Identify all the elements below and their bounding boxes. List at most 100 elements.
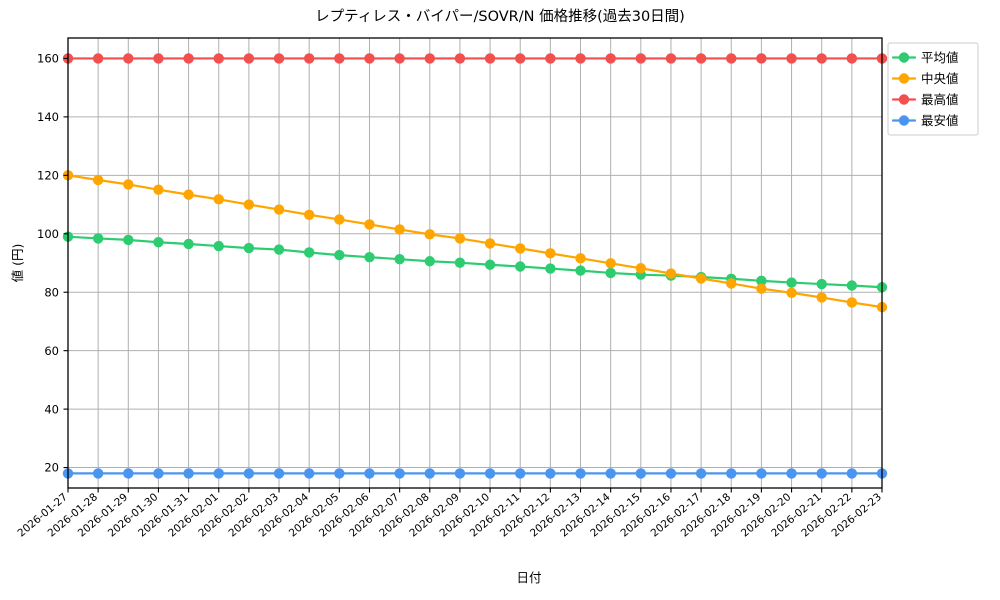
data-point	[123, 468, 134, 479]
data-point	[756, 275, 767, 287]
data-point	[786, 287, 797, 299]
data-point	[454, 53, 466, 64]
x-axis-label: 日付	[516, 570, 541, 585]
data-point	[92, 53, 104, 64]
data-point	[303, 468, 315, 479]
data-point	[635, 53, 647, 64]
data-point	[243, 199, 255, 210]
data-point	[605, 53, 616, 64]
data-point	[515, 261, 526, 272]
legend-label[interactable]: 平均値	[921, 50, 959, 65]
data-point	[92, 174, 104, 186]
data-point	[846, 280, 858, 291]
data-point	[424, 229, 435, 240]
legend-label[interactable]: 中央値	[921, 71, 959, 86]
data-point	[394, 53, 405, 64]
data-point	[273, 204, 285, 215]
y-tick-label: 140	[37, 110, 59, 124]
series-line	[66, 174, 884, 309]
data-point	[575, 253, 586, 264]
data-point	[484, 53, 496, 64]
data-point	[545, 263, 556, 274]
data-point	[665, 268, 677, 279]
data-point	[816, 278, 827, 290]
data-point	[334, 214, 345, 225]
data-point	[213, 194, 224, 205]
data-point	[273, 244, 285, 255]
y-tick-label: 80	[44, 285, 59, 299]
data-point	[303, 247, 315, 258]
data-point	[545, 468, 556, 479]
y-tick-label: 160	[37, 52, 59, 66]
y-tick-label: 120	[37, 169, 59, 183]
data-point	[394, 254, 405, 265]
data-point	[454, 233, 466, 244]
data-point	[545, 248, 556, 259]
y-tick-label: 100	[37, 227, 59, 241]
data-point	[424, 53, 435, 64]
data-point	[153, 53, 164, 64]
data-point	[424, 468, 435, 479]
chart-title: レプティレス・バイパー/SOVR/N 価格推移(過去30日間)	[315, 8, 685, 25]
data-point	[726, 53, 737, 64]
data-point	[515, 468, 526, 479]
data-point	[575, 468, 586, 479]
data-point	[213, 240, 224, 252]
data-point	[364, 53, 375, 64]
data-point	[153, 237, 164, 248]
series-4	[62, 468, 888, 479]
plot-frame	[67, 37, 883, 489]
data-point	[515, 53, 526, 64]
series-2	[62, 170, 888, 313]
legend-label[interactable]: 最安値	[921, 113, 959, 128]
data-point	[183, 189, 194, 200]
data-point	[515, 243, 526, 254]
data-point	[243, 242, 255, 254]
data-point	[484, 238, 496, 249]
data-point	[364, 468, 375, 479]
data-point	[605, 468, 616, 479]
data-point	[213, 468, 224, 479]
data-point	[756, 468, 767, 479]
data-point	[213, 53, 224, 64]
data-point	[726, 468, 737, 479]
legend-marker	[898, 115, 910, 126]
plot-series-layer	[62, 53, 888, 479]
data-point	[756, 283, 767, 294]
data-point	[273, 468, 285, 479]
data-point	[334, 53, 345, 64]
data-point	[394, 468, 405, 479]
data-point	[243, 468, 255, 479]
data-point	[786, 468, 797, 479]
data-point	[695, 53, 707, 64]
legend-label[interactable]: 最高値	[921, 92, 959, 107]
data-point	[695, 273, 707, 284]
data-point	[153, 468, 164, 479]
data-point	[334, 249, 345, 261]
data-point	[92, 468, 104, 479]
data-point	[92, 233, 104, 244]
data-point	[123, 179, 134, 190]
data-point	[334, 468, 345, 479]
data-point	[183, 468, 194, 479]
data-point	[303, 209, 315, 220]
data-point	[605, 267, 616, 279]
legend-marker	[898, 73, 910, 84]
series-line	[66, 235, 884, 289]
data-point	[394, 224, 405, 235]
data-point	[454, 468, 466, 479]
data-point	[303, 53, 315, 64]
data-point	[484, 259, 496, 270]
data-point	[665, 468, 677, 479]
data-point	[364, 251, 375, 263]
data-point	[183, 238, 194, 250]
data-point	[183, 53, 194, 64]
series-1	[62, 231, 888, 293]
data-point	[273, 53, 285, 64]
data-point	[786, 277, 797, 288]
legend-marker	[898, 52, 910, 63]
data-point	[786, 53, 797, 64]
y-tick-label: 20	[44, 461, 59, 475]
